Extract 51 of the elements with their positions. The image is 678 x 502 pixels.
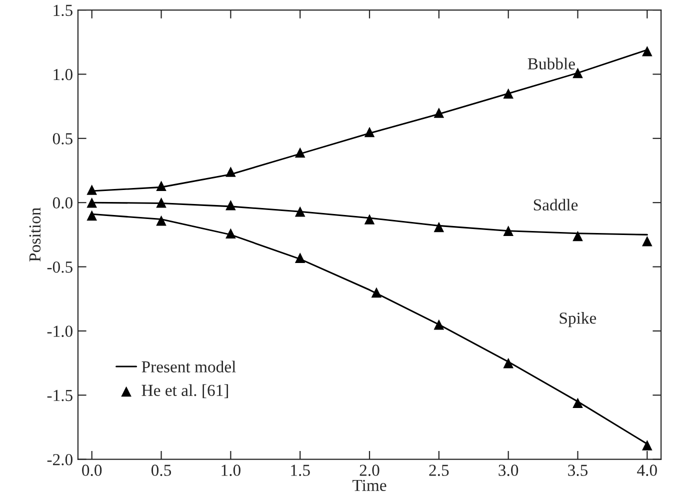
point — [294, 252, 306, 263]
y-tick-label: 1.0 — [54, 68, 72, 80]
x-tick-label: 2.5 — [429, 464, 449, 476]
x-tick-label: 4.0 — [637, 464, 657, 476]
point — [294, 147, 306, 158]
point — [503, 358, 514, 368]
point — [86, 210, 98, 221]
point — [226, 228, 236, 239]
point — [86, 197, 98, 208]
point — [572, 68, 583, 78]
y-tick-label: 0.0 — [52, 197, 72, 209]
point — [642, 440, 652, 450]
x-tick-label: 3.5 — [568, 464, 588, 476]
point — [434, 222, 444, 232]
y-tick-label: -0.5 — [47, 261, 72, 273]
point — [156, 180, 166, 192]
point — [156, 215, 166, 226]
annotation: Bubble — [528, 58, 575, 70]
x-tick-label: 1.5 — [291, 464, 310, 476]
x-tick-label: 0.5 — [151, 464, 172, 476]
y-axis-title: Position — [29, 208, 41, 262]
annotation: Saddle — [534, 198, 578, 211]
point — [503, 226, 514, 236]
point — [642, 46, 652, 56]
point — [503, 88, 514, 99]
y-tick-label: -1.5 — [47, 390, 72, 402]
point — [226, 200, 236, 210]
legend-label: Present model — [142, 360, 236, 372]
x-axis-title: Time — [352, 480, 386, 492]
point — [572, 398, 583, 408]
x-tick-label: 0.0 — [82, 464, 102, 476]
x-tick-label: 3.0 — [498, 464, 518, 476]
point — [226, 166, 236, 177]
point — [371, 287, 382, 298]
point — [156, 197, 166, 208]
x-tick-label: 1.0 — [222, 464, 240, 476]
point — [364, 214, 375, 224]
y-tick-label: -2.0 — [47, 454, 72, 466]
annotation: Spike — [560, 312, 596, 328]
y-tick-label: -1.0 — [47, 326, 72, 337]
point — [434, 108, 444, 118]
point — [86, 184, 98, 195]
legend-label: He et al. [61] — [142, 384, 228, 398]
y-tick-label: 0.5 — [52, 133, 72, 144]
point — [294, 206, 306, 217]
x-tick-label: 2.0 — [360, 464, 380, 476]
point — [642, 236, 652, 246]
point — [364, 126, 375, 138]
point — [572, 230, 583, 242]
point — [434, 319, 444, 330]
y-tick-label: 1.5 — [54, 4, 72, 16]
